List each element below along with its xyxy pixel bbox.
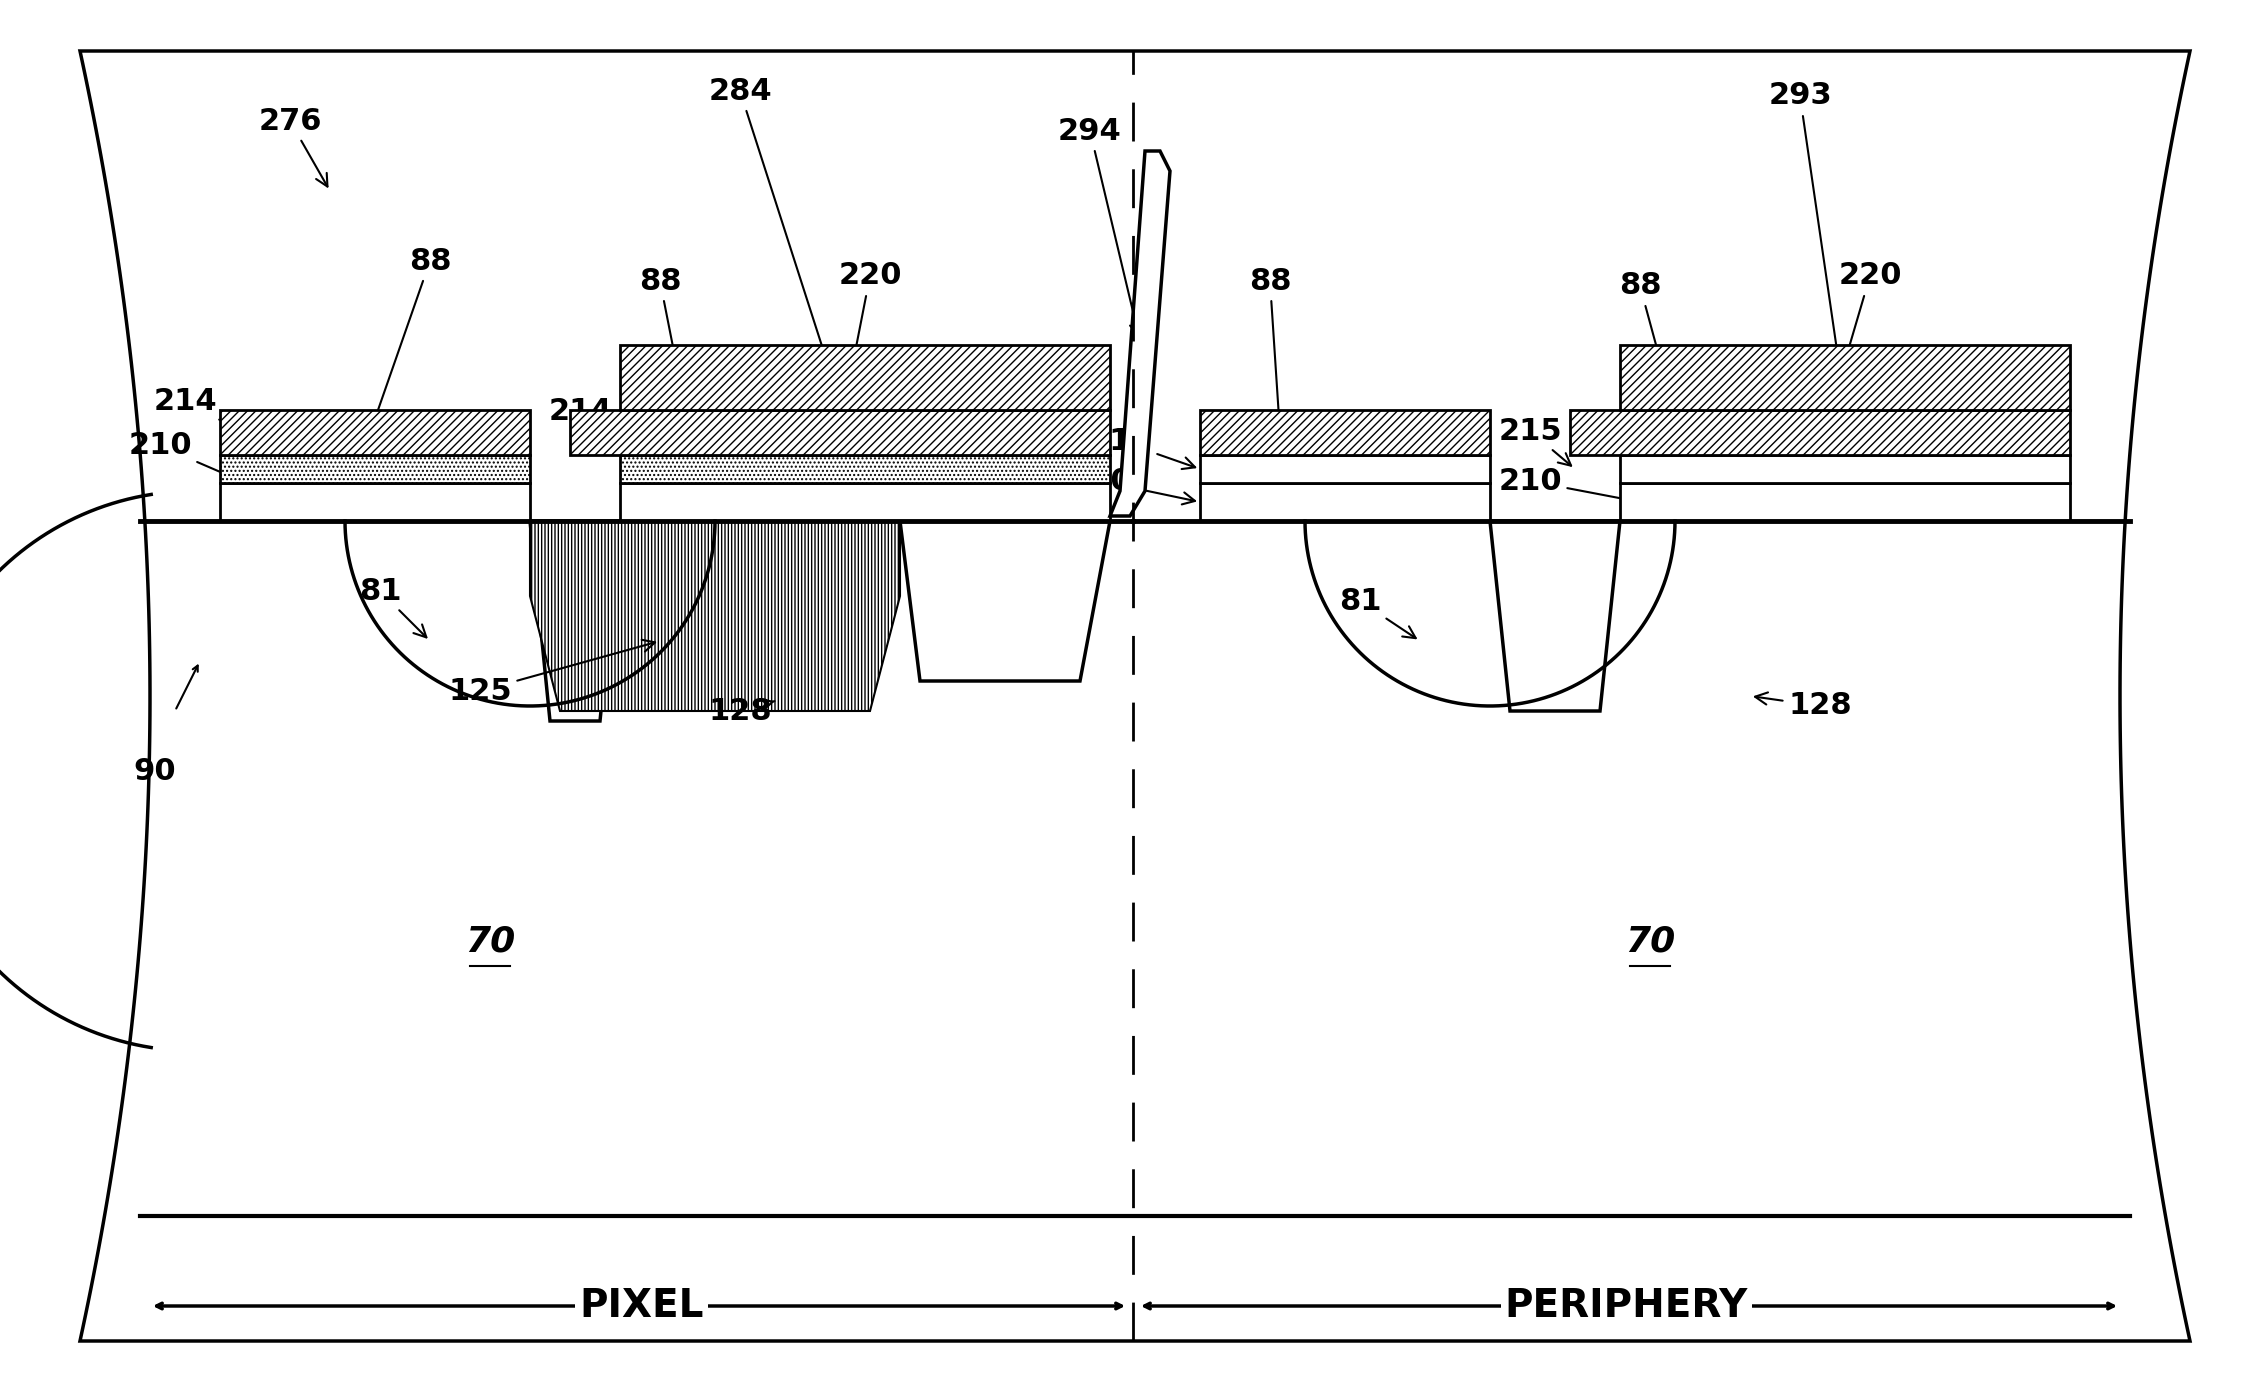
Text: 215: 215 — [1498, 416, 1571, 466]
Polygon shape — [1621, 483, 2070, 522]
Text: 293: 293 — [1768, 82, 1843, 366]
Polygon shape — [619, 483, 1111, 522]
Polygon shape — [619, 455, 1111, 483]
Polygon shape — [1489, 522, 1621, 711]
Polygon shape — [1199, 410, 1489, 455]
Polygon shape — [569, 410, 1111, 455]
Text: 214: 214 — [154, 387, 306, 466]
Text: 88: 88 — [1249, 267, 1292, 428]
Polygon shape — [1571, 410, 2070, 455]
Polygon shape — [900, 522, 1111, 682]
Text: 276: 276 — [258, 107, 326, 186]
Text: 88: 88 — [370, 246, 451, 428]
Text: 220: 220 — [1839, 262, 1902, 373]
Polygon shape — [530, 522, 900, 711]
Polygon shape — [220, 410, 530, 455]
Text: 88: 88 — [639, 267, 694, 428]
Text: 214: 214 — [549, 396, 716, 467]
Text: 210: 210 — [1068, 466, 1195, 505]
Text: 294: 294 — [1059, 117, 1143, 337]
Text: 70: 70 — [465, 924, 515, 958]
Text: 90: 90 — [134, 757, 177, 786]
Polygon shape — [619, 345, 1111, 410]
Text: PIXEL: PIXEL — [580, 1287, 703, 1326]
Text: 210: 210 — [1498, 466, 1635, 505]
Polygon shape — [1199, 455, 1489, 483]
Polygon shape — [1621, 345, 2070, 410]
Polygon shape — [220, 455, 530, 483]
Text: 220: 220 — [839, 262, 902, 373]
Text: 81: 81 — [358, 576, 426, 637]
Text: 88: 88 — [1619, 271, 1682, 428]
Polygon shape — [220, 483, 530, 522]
Polygon shape — [1199, 483, 1489, 522]
Polygon shape — [79, 51, 2190, 1341]
Text: 284: 284 — [707, 77, 830, 366]
Text: 128: 128 — [707, 697, 775, 726]
Text: PERIPHERY: PERIPHERY — [1505, 1287, 1748, 1326]
Text: 70: 70 — [1625, 924, 1675, 958]
Text: 215: 215 — [1088, 427, 1195, 469]
Polygon shape — [530, 522, 619, 721]
Text: 128: 128 — [1755, 691, 1852, 721]
Polygon shape — [1111, 152, 1170, 516]
Text: 210: 210 — [129, 431, 286, 501]
Text: 125: 125 — [449, 640, 655, 705]
Text: 81: 81 — [1340, 587, 1417, 638]
Polygon shape — [1621, 455, 2070, 483]
